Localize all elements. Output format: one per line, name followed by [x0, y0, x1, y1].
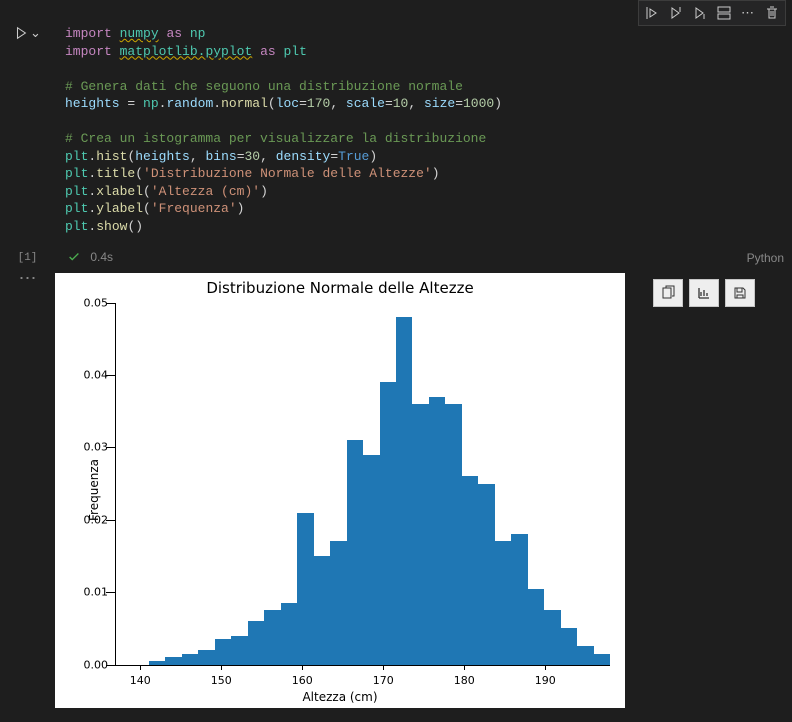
- histogram-bar: [248, 621, 264, 664]
- xtick-label: 140: [130, 674, 151, 687]
- histogram-bar: [231, 636, 247, 665]
- xtick-label: 170: [373, 674, 394, 687]
- output-more-icon[interactable]: ⋯: [0, 267, 55, 702]
- execute-below-icon[interactable]: [689, 3, 711, 23]
- run-button[interactable]: ⌄: [14, 25, 41, 41]
- histogram-bar: [594, 654, 610, 665]
- histogram-bar: [165, 657, 181, 664]
- histogram-bar: [215, 639, 231, 664]
- cell-gutter: ⌄: [0, 0, 55, 246]
- cell-toolbar: ⋯: [638, 0, 786, 26]
- histogram-bar: [330, 541, 346, 664]
- chart-title: Distribuzione Normale delle Altezze: [55, 273, 625, 297]
- histogram-bar: [264, 610, 280, 664]
- chart-icon[interactable]: [689, 279, 719, 307]
- histogram-bar: [347, 440, 363, 664]
- ytick-label: 0.00: [68, 658, 108, 671]
- xtick-label: 160: [292, 674, 313, 687]
- histogram-bar: [182, 654, 198, 665]
- histogram-bar: [198, 650, 214, 664]
- xtick-label: 150: [211, 674, 232, 687]
- code-editor[interactable]: import numpy as np import matplotlib.pyp…: [55, 0, 792, 246]
- ytick-label: 0.03: [68, 441, 108, 454]
- kernel-selector[interactable]: Python: [747, 251, 784, 265]
- histogram-bar: [511, 534, 527, 664]
- copy-icon[interactable]: [653, 279, 683, 307]
- histogram-bar: [149, 661, 165, 665]
- ytick-label: 0.04: [68, 368, 108, 381]
- execute-above-icon[interactable]: [665, 3, 687, 23]
- histogram-bar: [412, 404, 428, 665]
- xtick-label: 190: [535, 674, 556, 687]
- output-toolbar: [653, 273, 755, 708]
- histogram-bar: [380, 382, 396, 664]
- exec-count: [1]: [0, 252, 55, 264]
- more-icon[interactable]: ⋯: [737, 3, 759, 23]
- histogram-bar: [495, 541, 511, 664]
- run-chevron: ⌄: [30, 25, 41, 41]
- histogram-bar: [363, 455, 379, 665]
- chart-xlabel: Altezza (cm): [55, 690, 625, 704]
- histogram-bar: [429, 397, 445, 665]
- histogram-bar: [577, 646, 593, 664]
- run-by-line-icon[interactable]: [641, 3, 663, 23]
- histogram-bar: [544, 610, 560, 664]
- delete-icon[interactable]: [761, 3, 783, 23]
- ytick-label: 0.02: [68, 513, 108, 526]
- plot-output: Distribuzione Normale delle Altezze Freq…: [55, 273, 625, 708]
- ytick-label: 0.01: [68, 586, 108, 599]
- save-icon[interactable]: [725, 279, 755, 307]
- output-row: ⋯ Distribuzione Normale delle Altezze Fr…: [0, 273, 792, 708]
- chart-axes: 0.000.010.020.030.040.051401501601701801…: [115, 303, 610, 666]
- histogram-bar: [281, 603, 297, 665]
- xtick-label: 180: [454, 674, 475, 687]
- histogram-bar: [462, 476, 478, 664]
- histogram-bars: [116, 303, 610, 665]
- code-cell: ⋯ ⌄ import numpy as np import matplotlib…: [0, 0, 792, 246]
- histogram-bar: [314, 556, 330, 665]
- histogram-bar: [396, 317, 412, 665]
- split-cell-icon[interactable]: [713, 3, 735, 23]
- status-row: [1] 0.4s Python: [0, 246, 792, 273]
- check-icon: [67, 250, 81, 267]
- duration: 0.4s: [90, 250, 113, 264]
- histogram-bar: [528, 589, 544, 665]
- histogram-bar: [297, 513, 313, 665]
- histogram-bar: [561, 628, 577, 664]
- histogram-bar: [478, 484, 494, 665]
- histogram-bar: [445, 404, 461, 665]
- ytick-label: 0.05: [68, 296, 108, 309]
- chart-ylabel: Frequenza: [87, 459, 101, 521]
